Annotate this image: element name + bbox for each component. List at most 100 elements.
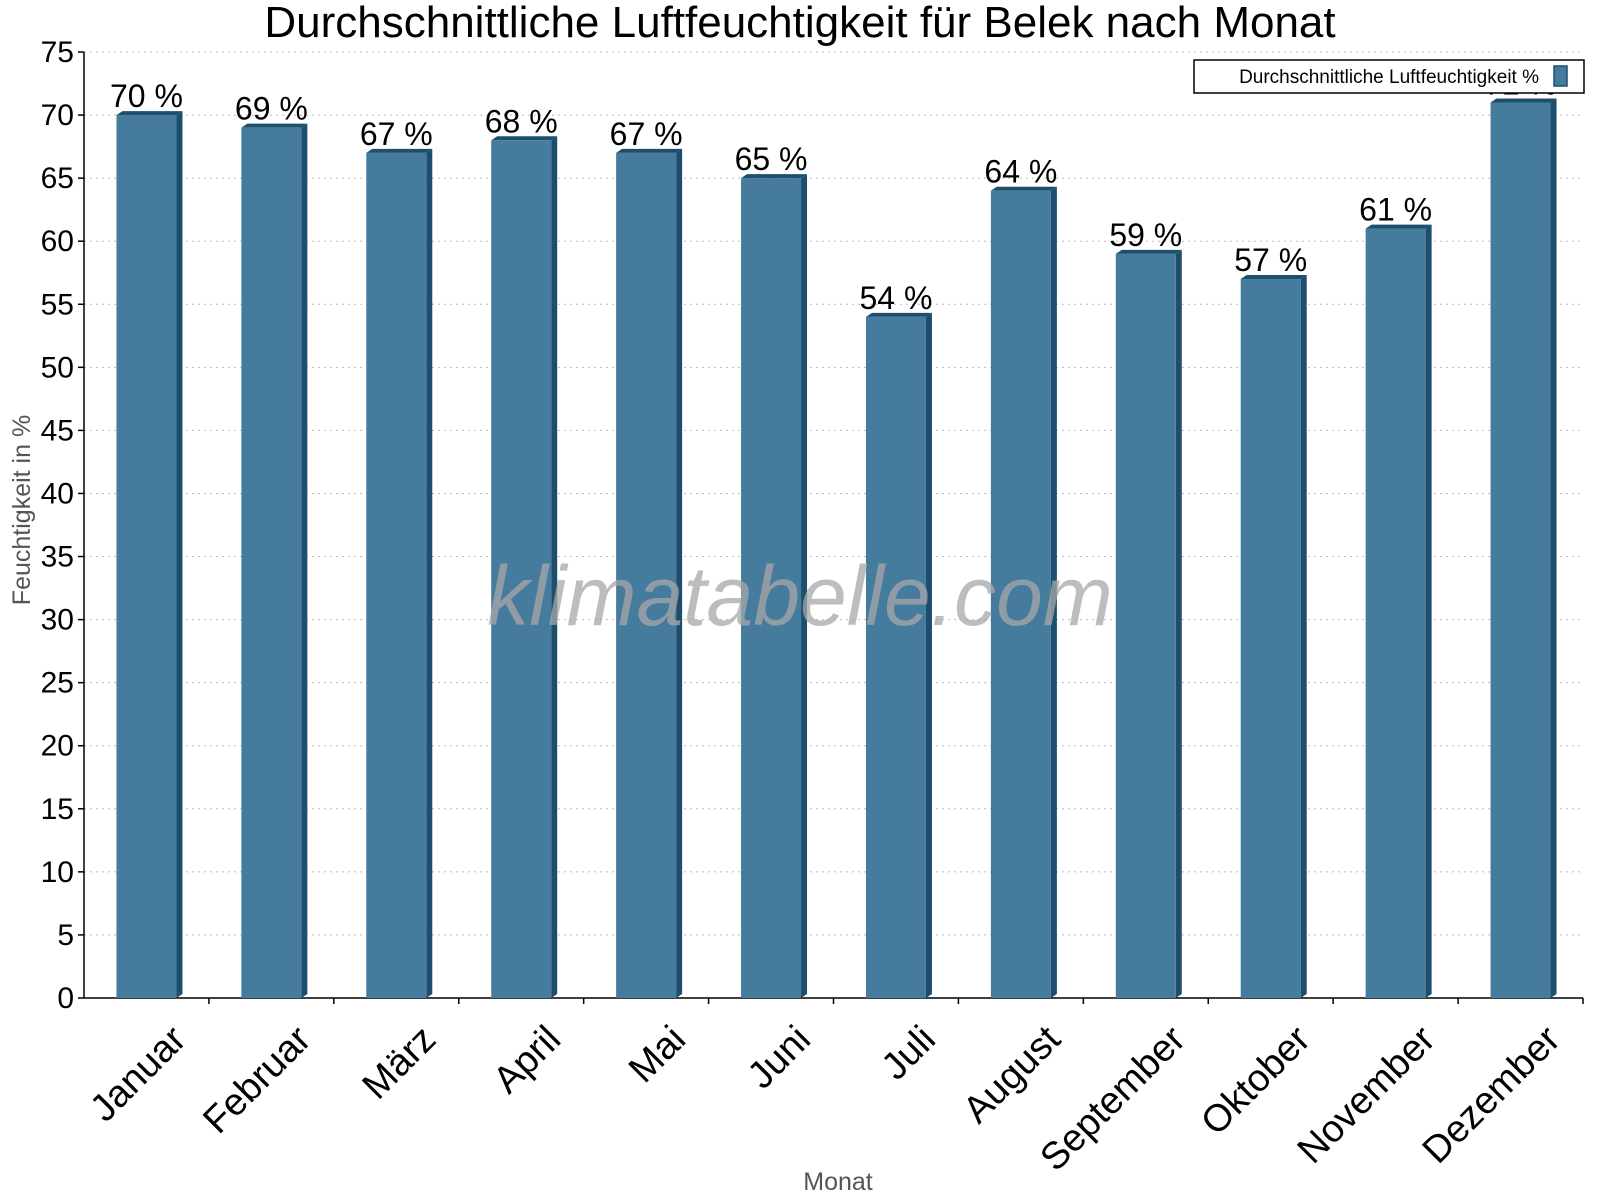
axes: [83, 52, 1583, 999]
gridlines: [84, 51, 1583, 936]
y-tick-label: 75: [41, 36, 74, 69]
legend: Durchschnittliche Luftfeuchtigkeit %: [1193, 59, 1585, 94]
data-label: 67 %: [610, 116, 683, 152]
y-tick-label: 70: [41, 99, 74, 132]
bar: [116, 111, 183, 999]
bar-face: [491, 140, 552, 998]
x-tick-label: Februar: [195, 1018, 319, 1142]
data-label: 59 %: [1109, 217, 1182, 253]
data-label: 69 %: [235, 91, 308, 127]
bar: [865, 312, 932, 998]
bar: [1490, 98, 1557, 999]
bar-face: [990, 190, 1051, 998]
y-tick-label: 55: [41, 288, 74, 321]
y-tick-label: 30: [41, 604, 74, 637]
bar-top: [1240, 275, 1307, 280]
bar: [616, 148, 683, 998]
y-axis-title: Feuchtigkeit in %: [8, 415, 36, 605]
y-tick-label: 60: [41, 225, 74, 258]
bar-top: [741, 174, 808, 179]
data-labels: 70 % 69 % 67 % 68 % 67 % 65 % 54 % 64 % 59 % 57 %…: [110, 65, 1557, 315]
bar-face: [366, 152, 427, 998]
bar: [241, 123, 308, 999]
x-tick-label: März: [355, 1018, 444, 1107]
data-label: 64 %: [984, 154, 1057, 190]
x-tick-label: Juni: [740, 1018, 819, 1097]
y-tick-label: 40: [41, 477, 74, 510]
y-tick-label: 25: [41, 667, 74, 700]
bar: [366, 148, 433, 998]
bar-face: [1365, 228, 1426, 998]
bar: [1115, 249, 1182, 998]
data-label: 54 %: [859, 280, 932, 316]
bar-side: [176, 111, 183, 999]
bar-side: [551, 136, 558, 998]
bar-face: [741, 178, 802, 999]
bar-top: [990, 186, 1057, 191]
bar-face: [1240, 279, 1301, 998]
bar-top: [865, 312, 932, 317]
y-tick-label: 5: [57, 919, 74, 952]
bar-side: [1175, 249, 1182, 998]
x-tick-label: Januar: [82, 1018, 194, 1130]
bar-face: [865, 316, 926, 998]
bar-side: [676, 148, 683, 998]
bar-face: [241, 127, 302, 999]
data-label: 67 %: [360, 116, 433, 152]
bar-side: [301, 123, 308, 999]
bar-top: [1115, 249, 1182, 254]
bar-side: [1425, 224, 1432, 998]
data-label: 65 %: [735, 141, 808, 177]
data-label: 70 %: [110, 78, 183, 114]
bar-top: [241, 123, 308, 128]
bar: [1365, 224, 1432, 998]
x-tick-label: Mai: [621, 1018, 694, 1091]
y-tick-label: 35: [41, 541, 74, 574]
bar-side: [1050, 186, 1057, 998]
y-tick-label: 20: [41, 730, 74, 763]
chart-title: Durchschnittliche Luftfeuchtigkeit für B…: [264, 0, 1335, 47]
bar-side: [801, 174, 808, 999]
bar: [990, 186, 1057, 998]
x-axis-ticks: Januar Februar März April Mai Juni Juli AugustS…: [82, 998, 1584, 1179]
bar-side: [1300, 275, 1307, 998]
bar: [741, 174, 808, 999]
x-tick-label: Juli: [874, 1018, 944, 1088]
bar-top: [116, 111, 183, 116]
y-tick-label: 50: [41, 351, 74, 384]
bar-top: [1365, 224, 1432, 229]
bar-face: [1490, 102, 1551, 999]
bar-top: [1490, 98, 1557, 103]
x-axis-title: Monat: [803, 1168, 873, 1196]
bars: [116, 98, 1557, 999]
y-tick-label: 0: [57, 982, 74, 1015]
bar-side: [1550, 98, 1557, 999]
bar-face: [116, 115, 177, 999]
legend-entry-label: Durchschnittliche Luftfeuchtigkeit %: [1239, 67, 1539, 88]
legend-box: [1193, 59, 1585, 94]
x-tick-label: Dezember: [1415, 1018, 1569, 1172]
data-label: 68 %: [485, 103, 558, 139]
bar-face: [1115, 253, 1176, 998]
y-tick-label: 15: [41, 793, 74, 826]
bar: [491, 136, 558, 998]
bar-face: [616, 152, 677, 998]
data-label: 57 %: [1234, 242, 1307, 278]
bar-top: [491, 136, 558, 141]
x-tick-label: April: [486, 1018, 569, 1101]
legend-swatch: [1553, 65, 1568, 87]
watermark: klimatabelle.com: [487, 549, 1113, 643]
bar: [1240, 275, 1307, 998]
y-tick-label: 65: [41, 162, 74, 195]
data-label: 61 %: [1359, 192, 1432, 228]
x-tick-label: Oktober: [1193, 1018, 1319, 1144]
y-axis-ticks: 0 5 10 15 20 25 30 35 40 45 50 55 60 65 70 75: [41, 36, 84, 1015]
bar-side: [925, 312, 932, 998]
y-tick-label: 10: [41, 856, 74, 889]
bar-top: [616, 148, 683, 153]
bar-side: [426, 148, 433, 998]
bar-top: [366, 148, 433, 153]
y-tick-label: 45: [41, 414, 74, 447]
x-tick-label: August: [955, 1018, 1069, 1132]
